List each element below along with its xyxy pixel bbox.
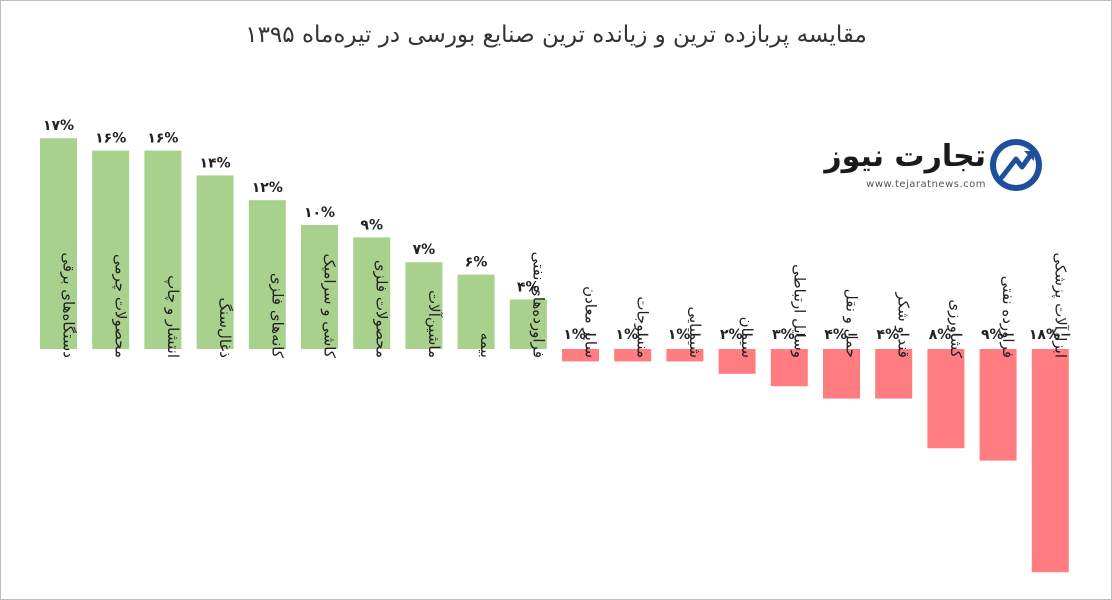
category-label: سیمان: [738, 317, 756, 358]
bar: [405, 262, 443, 349]
tejaratnews-logo-icon: [990, 139, 1042, 191]
bar-value-label: ۱۶%: [147, 131, 178, 147]
bar-value-label: ۷%: [413, 242, 436, 258]
bar-value-label: −۱۸%: [1029, 327, 1072, 343]
bar: [770, 349, 808, 387]
bar-value-label: −۴%: [877, 327, 911, 343]
bar-value-label: ۱۲%: [252, 180, 283, 196]
bar-value-label: ۱۰%: [304, 205, 335, 221]
category-label: ابزارآلات پزشکی: [1050, 253, 1069, 358]
category-label: شیمیایی: [686, 306, 704, 358]
category-label: محصولات فلزی: [373, 260, 391, 358]
bar: [562, 349, 599, 362]
bar: [666, 349, 704, 362]
category-label: ذغال‌سنگ: [216, 297, 234, 358]
category-label: قند و شکر: [895, 292, 913, 358]
bar-value-label: ۶%: [465, 255, 488, 271]
bar-value-label: −۲%: [720, 327, 754, 343]
category-label: بیمه: [477, 333, 495, 358]
bar-value-label: ۴%: [517, 279, 540, 295]
bar-value-label: ۹%: [360, 217, 383, 233]
bar-value-label: ۱۴%: [200, 155, 231, 171]
chart-title: مقایسه پربازده ترین و زیانده ترین صنایع …: [245, 22, 867, 48]
category-label: وسایل ارتباطی: [790, 264, 808, 358]
logo-emblem-arrow: [999, 150, 1035, 180]
bar-value-label: −۹%: [981, 327, 1015, 343]
category-label: دستگاه‌های برقی: [60, 252, 78, 358]
bar: [196, 175, 234, 349]
bar-value-label: −۱%: [668, 327, 702, 343]
tejaratnews-logo: تجارت نیوز www.tejaratnews.com: [824, 137, 1044, 197]
category-label: محصولات چرمی: [112, 254, 130, 358]
bar: [248, 200, 286, 349]
bar: [457, 274, 495, 349]
category-label: انتشار و چاپ: [164, 275, 182, 358]
bar-value-label: ۱۶%: [95, 131, 126, 147]
category-label: فراورده‌های نفتی: [529, 252, 547, 358]
category-label: حمل و نقل: [843, 289, 861, 358]
bar: [875, 349, 913, 399]
bar-value-label: −۳%: [772, 327, 806, 343]
bar: [823, 349, 860, 399]
bar-value-label: −۸%: [929, 327, 963, 343]
bar: [40, 138, 77, 349]
category-label: کشاورزی: [947, 299, 965, 358]
bar-value-label: ۱۷%: [43, 118, 74, 134]
category-label: ماشین‌آلات: [425, 290, 443, 358]
bar: [144, 150, 182, 349]
bar-value-label: −۴%: [824, 327, 858, 343]
category-label: منسوجات: [634, 296, 652, 358]
bar: [92, 150, 130, 349]
bar-value-label: −۱%: [616, 327, 650, 343]
bar: [718, 349, 756, 374]
category-label: کانه‌های فلزی: [268, 273, 286, 359]
bar-value-label: −۱%: [563, 327, 597, 343]
bar: [927, 349, 965, 449]
logo-name: تجارت نیوز: [824, 139, 986, 174]
bar: [353, 237, 391, 349]
category-label: کاشی و سرامیک: [321, 253, 339, 358]
category-label: سایر معادن: [582, 286, 600, 358]
bar: [614, 349, 652, 362]
category-label: فراورده نفتی: [999, 276, 1017, 358]
logo-emblem-arrowhead: [1024, 151, 1034, 161]
bar: [979, 349, 1017, 461]
bar: [301, 225, 338, 349]
bar: [1031, 349, 1069, 573]
bar: [509, 299, 547, 349]
logo-url: www.tejaratnews.com: [866, 179, 986, 190]
